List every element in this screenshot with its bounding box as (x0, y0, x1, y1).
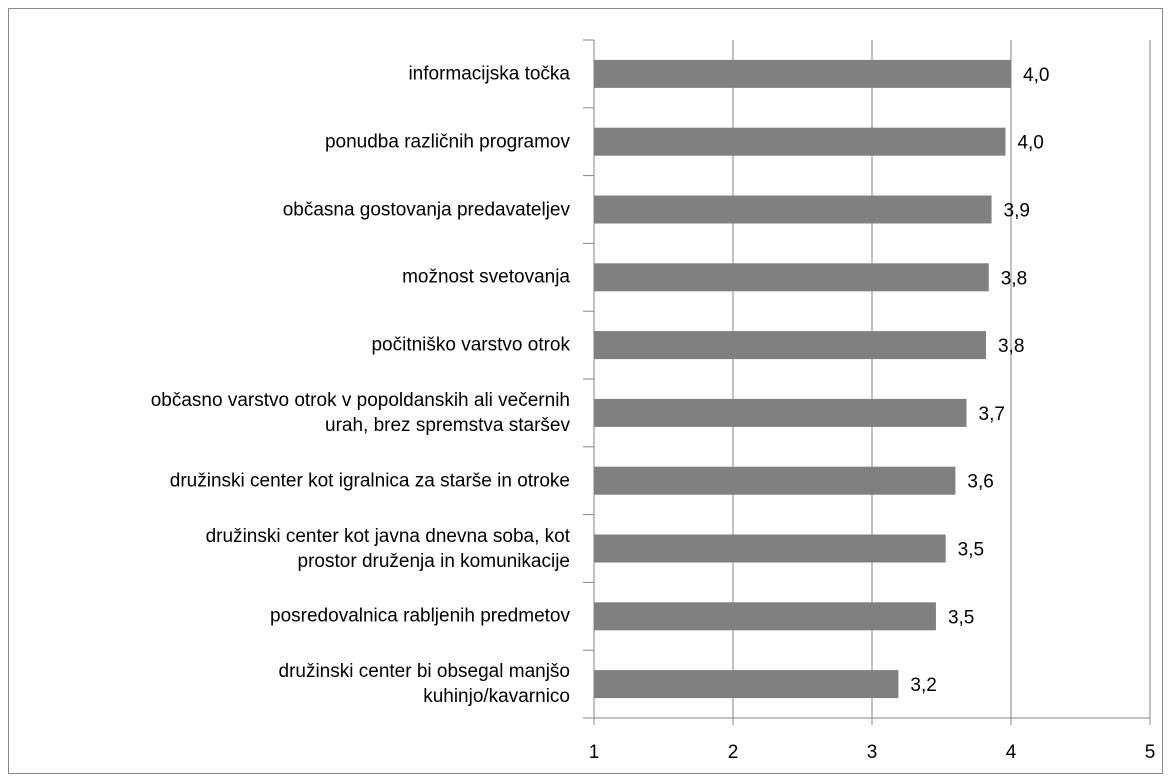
bar (594, 195, 992, 224)
data-label: 4,0 (1017, 133, 1043, 154)
bar (594, 263, 989, 292)
x-tick-label: 2 (728, 742, 739, 763)
bar (594, 466, 956, 495)
data-label: 3,7 (979, 404, 1005, 425)
data-label: 3,9 (1004, 201, 1030, 222)
chart-frame (8, 8, 1163, 774)
y-tick-label: informacijska točka (408, 63, 570, 85)
y-tick-label: občasno varstvo otrok v popoldanskih ali… (150, 389, 570, 436)
y-tick-label: ponudba različnih programov (324, 131, 570, 153)
data-label: 3,5 (958, 540, 984, 561)
y-tick-label: družinski center bi obsegal manjšo kuhin… (278, 661, 571, 708)
bar (594, 331, 986, 360)
bar (594, 127, 1006, 156)
data-label: 3,2 (910, 675, 936, 696)
bar (594, 398, 967, 427)
bar (594, 534, 946, 563)
x-tick-label: 4 (1006, 742, 1017, 763)
data-label: 4,0 (1023, 65, 1049, 86)
y-tick-label: počitniško varstvo otrok (371, 334, 570, 356)
data-label: 3,8 (1001, 268, 1027, 289)
y-tick-label: občasna gostovanja predavateljev (282, 199, 570, 220)
bar (594, 59, 1011, 88)
y-tick-label: možnost svetovanja (402, 266, 570, 288)
bar (594, 670, 899, 699)
bar (594, 602, 936, 631)
y-tick-label: družinski center kot igralnica za starše… (169, 470, 570, 492)
y-tick-label: posredovalnica rabljenih predmetov (270, 605, 570, 627)
data-label: 3,8 (998, 336, 1024, 357)
data-label: 3,6 (967, 472, 993, 493)
x-tick-label: 1 (589, 742, 600, 763)
data-label: 3,5 (948, 607, 974, 628)
x-tick-label: 5 (1145, 742, 1156, 763)
x-tick-label: 3 (867, 742, 878, 763)
y-tick-label: družinski center kot javna dnevna soba, … (205, 525, 570, 572)
